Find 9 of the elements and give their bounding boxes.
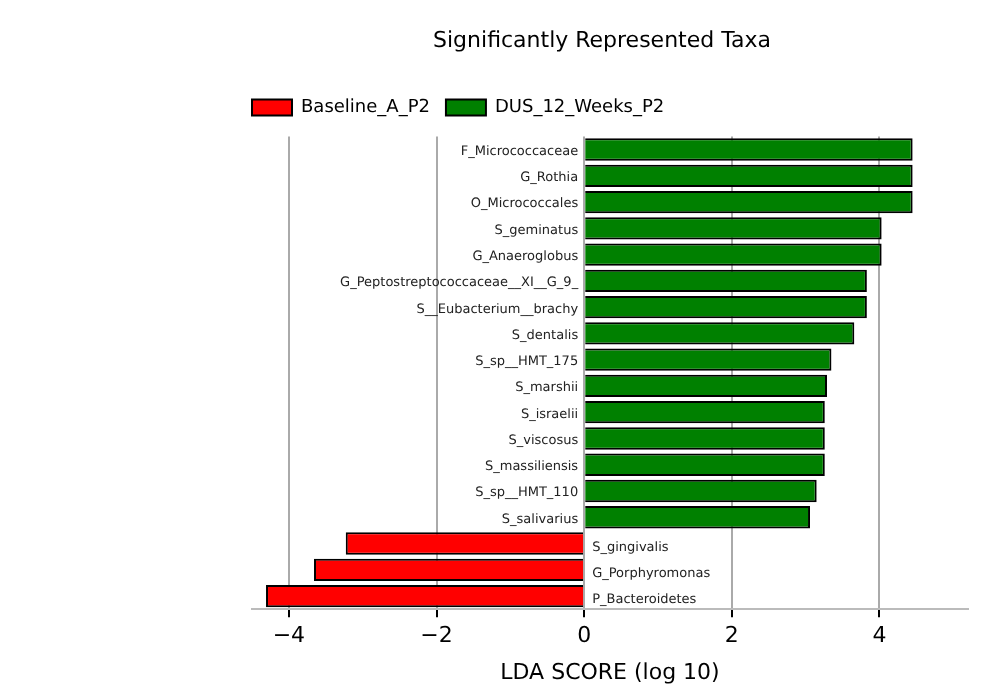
x-tick-label: 4 bbox=[872, 622, 887, 649]
x-tick-label: −4 bbox=[272, 622, 306, 649]
x-tick-label: 2 bbox=[724, 622, 739, 649]
x-tick-label: 0 bbox=[577, 622, 592, 649]
legend-label: DUS_12_Weeks_P2 bbox=[494, 98, 665, 119]
x-axis-title: LDA SCORE (log 10) bbox=[500, 658, 720, 685]
x-tick-label: −2 bbox=[420, 622, 453, 649]
chart-title: Significantly Represented Taxa bbox=[433, 26, 771, 53]
legend-label: Baseline_A_P2 bbox=[301, 98, 430, 119]
